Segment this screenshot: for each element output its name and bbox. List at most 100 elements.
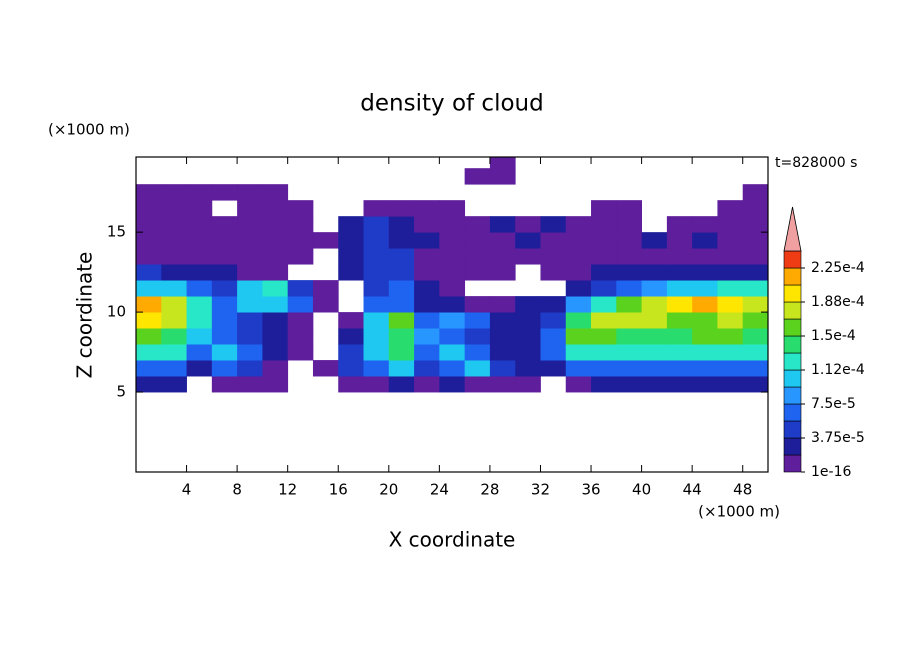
- x-tick-label: 24: [430, 481, 449, 499]
- contour-cell: [363, 312, 390, 329]
- contour-cell: [717, 328, 744, 345]
- colorbar-label: 1.12e-4: [811, 362, 865, 378]
- contour-cell: [489, 248, 516, 265]
- contour-cell: [414, 376, 440, 393]
- contour-cell: [692, 328, 718, 345]
- contour-cell: [161, 312, 187, 329]
- contour-cell: [565, 376, 592, 393]
- contour-cell: [439, 248, 466, 265]
- contour-cell: [262, 312, 289, 329]
- contour-cell: [237, 376, 263, 393]
- contour-cell: [515, 312, 541, 329]
- contour-cell: [464, 168, 491, 185]
- contour-cell: [211, 344, 238, 361]
- contour-cell: [211, 312, 238, 329]
- contour-cell: [211, 296, 238, 313]
- contour-cell: [388, 296, 415, 313]
- contour-cell: [161, 360, 187, 377]
- colorbar-band: [783, 386, 802, 405]
- contour-cell: [161, 296, 187, 313]
- y-unit: (×1000 m): [48, 121, 130, 139]
- contour-cell: [515, 248, 541, 265]
- contour-cell: [591, 200, 617, 217]
- colorbar-label: 7.5e-5: [811, 396, 856, 412]
- contour-cell: [388, 200, 415, 217]
- contour-cell: [666, 296, 693, 313]
- contour-cell: [692, 232, 718, 249]
- contour-cell: [414, 264, 440, 281]
- contour-cell: [565, 232, 592, 249]
- contour-cell: [414, 360, 440, 377]
- colorbar-label: 1e-16: [811, 464, 851, 480]
- contour-cell: [136, 248, 162, 265]
- contour-cell: [591, 216, 617, 233]
- contour-cell: [591, 264, 617, 281]
- contour-cell: [616, 232, 642, 249]
- contour-cell: [262, 264, 289, 281]
- contour-cell: [565, 312, 592, 329]
- contour-cell: [388, 360, 415, 377]
- contour-cell: [287, 344, 314, 361]
- contour-cell: [237, 232, 263, 249]
- contour-cell: [717, 248, 744, 265]
- colorbar-band: [783, 454, 802, 473]
- x-tick-label: 36: [581, 481, 600, 499]
- contour-cell: [591, 296, 617, 313]
- contour-cell: [186, 184, 213, 201]
- colorbar-band: [783, 369, 802, 388]
- contour-cell: [591, 328, 617, 345]
- contour-cell: [489, 328, 516, 345]
- contour-cell: [641, 344, 668, 361]
- contour-cell: [616, 328, 642, 345]
- contour-cell: [414, 232, 440, 249]
- contour-cell: [666, 232, 693, 249]
- contour-cell: [742, 248, 768, 265]
- contour-cell: [692, 344, 718, 361]
- contour-cell: [363, 296, 390, 313]
- colorbar-over: [783, 206, 802, 252]
- contour-cell: [616, 216, 642, 233]
- contour-cell: [439, 216, 466, 233]
- contour-cell: [439, 296, 466, 313]
- contour-cell: [616, 264, 642, 281]
- contour-cell: [692, 296, 718, 313]
- contour-cell: [161, 376, 187, 393]
- contour-cell: [464, 248, 491, 265]
- contour-cell: [161, 328, 187, 345]
- time-label: t=828000 s: [775, 155, 857, 171]
- contour-cell: [540, 360, 567, 377]
- contour-cell: [641, 296, 668, 313]
- contour-cell: [616, 296, 642, 313]
- contour-cell: [742, 344, 768, 361]
- contour-cell: [414, 200, 440, 217]
- contour-cell: [591, 360, 617, 377]
- contour-cell: [186, 232, 213, 249]
- contour-cell: [616, 344, 642, 361]
- contour-cell: [565, 264, 592, 281]
- contour-cell: [666, 376, 693, 393]
- contour-cell: [717, 264, 744, 281]
- contour-cell: [211, 216, 238, 233]
- contour-cell: [439, 344, 466, 361]
- contour-cell: [515, 296, 541, 313]
- y-tick-label: 15: [107, 223, 126, 241]
- contour-cell: [388, 344, 415, 361]
- colorbar-band: [783, 250, 802, 269]
- contour-cell: [237, 280, 263, 297]
- contour-cell: [237, 216, 263, 233]
- contour-cell: [591, 248, 617, 265]
- contour-cell: [338, 328, 364, 345]
- contour-cell: [666, 280, 693, 297]
- contour-cell: [237, 248, 263, 265]
- contour-cell: [312, 296, 339, 313]
- contour-cell: [616, 360, 642, 377]
- colorbar-band: [783, 403, 802, 422]
- colorbar-label: 1.88e-4: [811, 294, 865, 310]
- contour-cell: [262, 184, 289, 201]
- contour-cell: [489, 216, 516, 233]
- contour-cell: [136, 232, 162, 249]
- contour-cell: [186, 264, 213, 281]
- contour-cell: [692, 264, 718, 281]
- x-tick-label: 4: [182, 481, 192, 499]
